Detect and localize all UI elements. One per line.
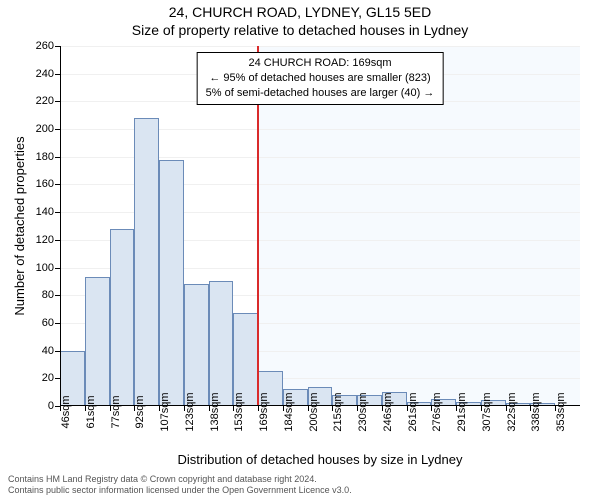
page-title-line1: 24, CHURCH ROAD, LYDNEY, GL15 5ED xyxy=(0,4,600,20)
x-axis-label: Distribution of detached houses by size … xyxy=(60,452,580,467)
ytick-label: 40 xyxy=(42,345,54,357)
plot-border xyxy=(60,46,580,406)
ytick-label: 120 xyxy=(36,234,54,246)
ytick-label: 200 xyxy=(36,123,54,135)
footer-line2: Contains public sector information licen… xyxy=(8,485,352,496)
ytick-label: 240 xyxy=(36,68,54,80)
y-axis-label: Number of detached properties xyxy=(12,46,28,406)
ytick-label: 20 xyxy=(42,372,54,384)
footer-line1: Contains HM Land Registry data © Crown c… xyxy=(8,474,352,485)
ytick-label: 160 xyxy=(36,178,54,190)
ytick-label: 260 xyxy=(36,40,54,52)
ytick-label: 0 xyxy=(48,400,54,412)
ytick-label: 60 xyxy=(42,317,54,329)
ytick-label: 220 xyxy=(36,95,54,107)
ytick-label: 100 xyxy=(36,262,54,274)
footer-attribution: Contains HM Land Registry data © Crown c… xyxy=(8,474,352,496)
page-title-line2: Size of property relative to detached ho… xyxy=(0,22,600,38)
ytick-label: 180 xyxy=(36,151,54,163)
ytick-label: 140 xyxy=(36,206,54,218)
histogram-plot: 02040608010012014016018020022024026046sq… xyxy=(60,46,580,406)
ytick-label: 80 xyxy=(42,289,54,301)
